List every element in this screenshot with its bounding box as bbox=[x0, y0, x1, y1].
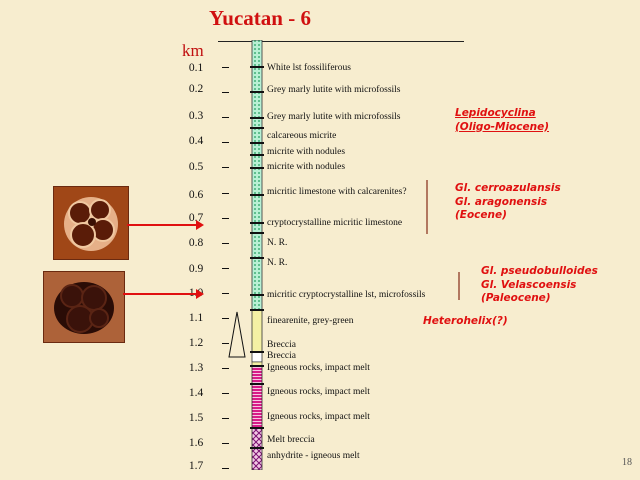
fossil-note-heterohelix: Heterohelix(?) bbox=[423, 315, 508, 327]
fossil-age: (Eocene) bbox=[455, 209, 507, 221]
lithology-label: micrite with nodules bbox=[267, 162, 346, 172]
fossil-age: (Paleocene) bbox=[481, 292, 551, 304]
lithology-label: Melt breccia bbox=[267, 435, 315, 445]
fossil-name: Gl. cerroazulansis bbox=[455, 182, 561, 194]
depth-label: 0.4 bbox=[188, 135, 204, 147]
lithology-label: N. R. bbox=[267, 238, 288, 248]
depth-tick bbox=[222, 418, 229, 419]
depth-tick bbox=[222, 218, 229, 219]
page-title: Yucatan - 6 bbox=[209, 6, 311, 30]
lithology-label: Igneous rocks, impact melt bbox=[267, 412, 370, 422]
depth-tick bbox=[222, 293, 229, 294]
depth-label: 0.1 bbox=[188, 62, 204, 74]
fossil-name: Gl. Velascoensis bbox=[481, 278, 577, 291]
depth-label: 1.3 bbox=[188, 362, 204, 374]
lithology-label: N. R. bbox=[267, 258, 288, 268]
depth-tick bbox=[222, 393, 229, 394]
fossil-name: Gl. pseudobulloides bbox=[481, 265, 598, 277]
layer-magenta-igneous bbox=[251, 365, 263, 429]
depth-tick bbox=[222, 343, 229, 344]
depth-tick bbox=[222, 318, 229, 319]
lithology-label: micrite with nodules bbox=[267, 147, 346, 157]
depth-tick bbox=[222, 67, 229, 68]
depth-label: 1.2 bbox=[188, 337, 204, 349]
fossil-note-eocene: Gl. cerroazulansis Gl. aragonensis (Eoce… bbox=[455, 182, 561, 223]
depth-unit-label: km bbox=[182, 41, 204, 60]
depth-label: 0.6 bbox=[188, 189, 204, 201]
lithology-label: Grey marly lutite with microfossils bbox=[267, 112, 401, 122]
fossil-note-oligo-miocene: Lepidocyclina (Oligo-Miocene) bbox=[455, 107, 549, 134]
depth-label: 0.3 bbox=[188, 110, 204, 122]
lithology-label: Igneous rocks, impact melt bbox=[267, 387, 370, 397]
layer-breccia-dots bbox=[251, 351, 263, 363]
depth-tick bbox=[222, 92, 229, 93]
depth-label: 0.9 bbox=[188, 263, 204, 275]
lithology-label: finearenite, grey-green bbox=[267, 316, 354, 326]
arrow-right-icon bbox=[196, 289, 204, 299]
eocene-bracket bbox=[426, 180, 428, 234]
foraminifera-photo-paleocene bbox=[43, 271, 125, 343]
depth-label: 1.4 bbox=[188, 387, 204, 399]
fossil-note-paleocene: Gl. pseudobulloides Gl. Velascoensis (Pa… bbox=[481, 265, 598, 306]
depth-label: 1.7 bbox=[188, 460, 204, 472]
depth-tick bbox=[222, 117, 229, 118]
arrow-line-paleocene bbox=[123, 293, 196, 295]
lithology-label: micritic limestone with calcarenites? bbox=[267, 187, 407, 197]
fossil-age: (Oligo-Miocene) bbox=[455, 120, 550, 133]
depth-tick bbox=[222, 443, 229, 444]
layer-yellow-arenite bbox=[251, 309, 263, 353]
depth-tick bbox=[222, 468, 229, 469]
fossil-name: Lepidocyclina bbox=[455, 107, 536, 119]
lithology-label: White lst fossiliferous bbox=[267, 63, 351, 73]
depth-tick bbox=[222, 167, 229, 168]
depth-tick bbox=[222, 368, 229, 369]
depth-label: 0.2 bbox=[188, 83, 204, 95]
depth-label: 0.5 bbox=[188, 161, 204, 173]
depth-label: 1.5 bbox=[188, 412, 204, 424]
lithology-label: calcareous micrite bbox=[267, 131, 337, 141]
lithology-label: cryptocrystalline micritic limestone bbox=[267, 218, 403, 228]
layer-green-limestone bbox=[251, 40, 263, 311]
depth-label: 0.8 bbox=[188, 237, 204, 249]
lithology-label: Igneous rocks, impact melt bbox=[267, 363, 370, 373]
page-number: 18 bbox=[622, 457, 632, 468]
lithology-label: micritic cryptocrystalline lst, microfos… bbox=[267, 290, 426, 300]
lithology-label: anhydrite - igneous melt bbox=[267, 451, 360, 461]
lithology-label: Breccia bbox=[267, 340, 297, 350]
column-top-line bbox=[218, 41, 464, 42]
lithology-label: Breccia bbox=[267, 351, 297, 361]
lithology-label: Grey marly lutite with microfossils bbox=[267, 85, 401, 95]
depth-tick bbox=[222, 268, 229, 269]
depth-label: 1.1 bbox=[188, 312, 204, 324]
fining-upward-triangle bbox=[228, 311, 246, 358]
foraminifera-photo-eocene bbox=[53, 186, 129, 260]
depth-tick bbox=[222, 193, 229, 194]
depth-label: 1.6 bbox=[188, 437, 204, 449]
depth-tick bbox=[222, 243, 229, 244]
depth-tick bbox=[222, 142, 229, 143]
fossil-name: Gl. aragonensis bbox=[455, 195, 548, 208]
stratigraphic-column bbox=[250, 40, 264, 470]
arrow-right-icon bbox=[196, 220, 204, 230]
arrow-line-eocene bbox=[127, 224, 196, 226]
paleocene-bracket bbox=[458, 272, 460, 300]
